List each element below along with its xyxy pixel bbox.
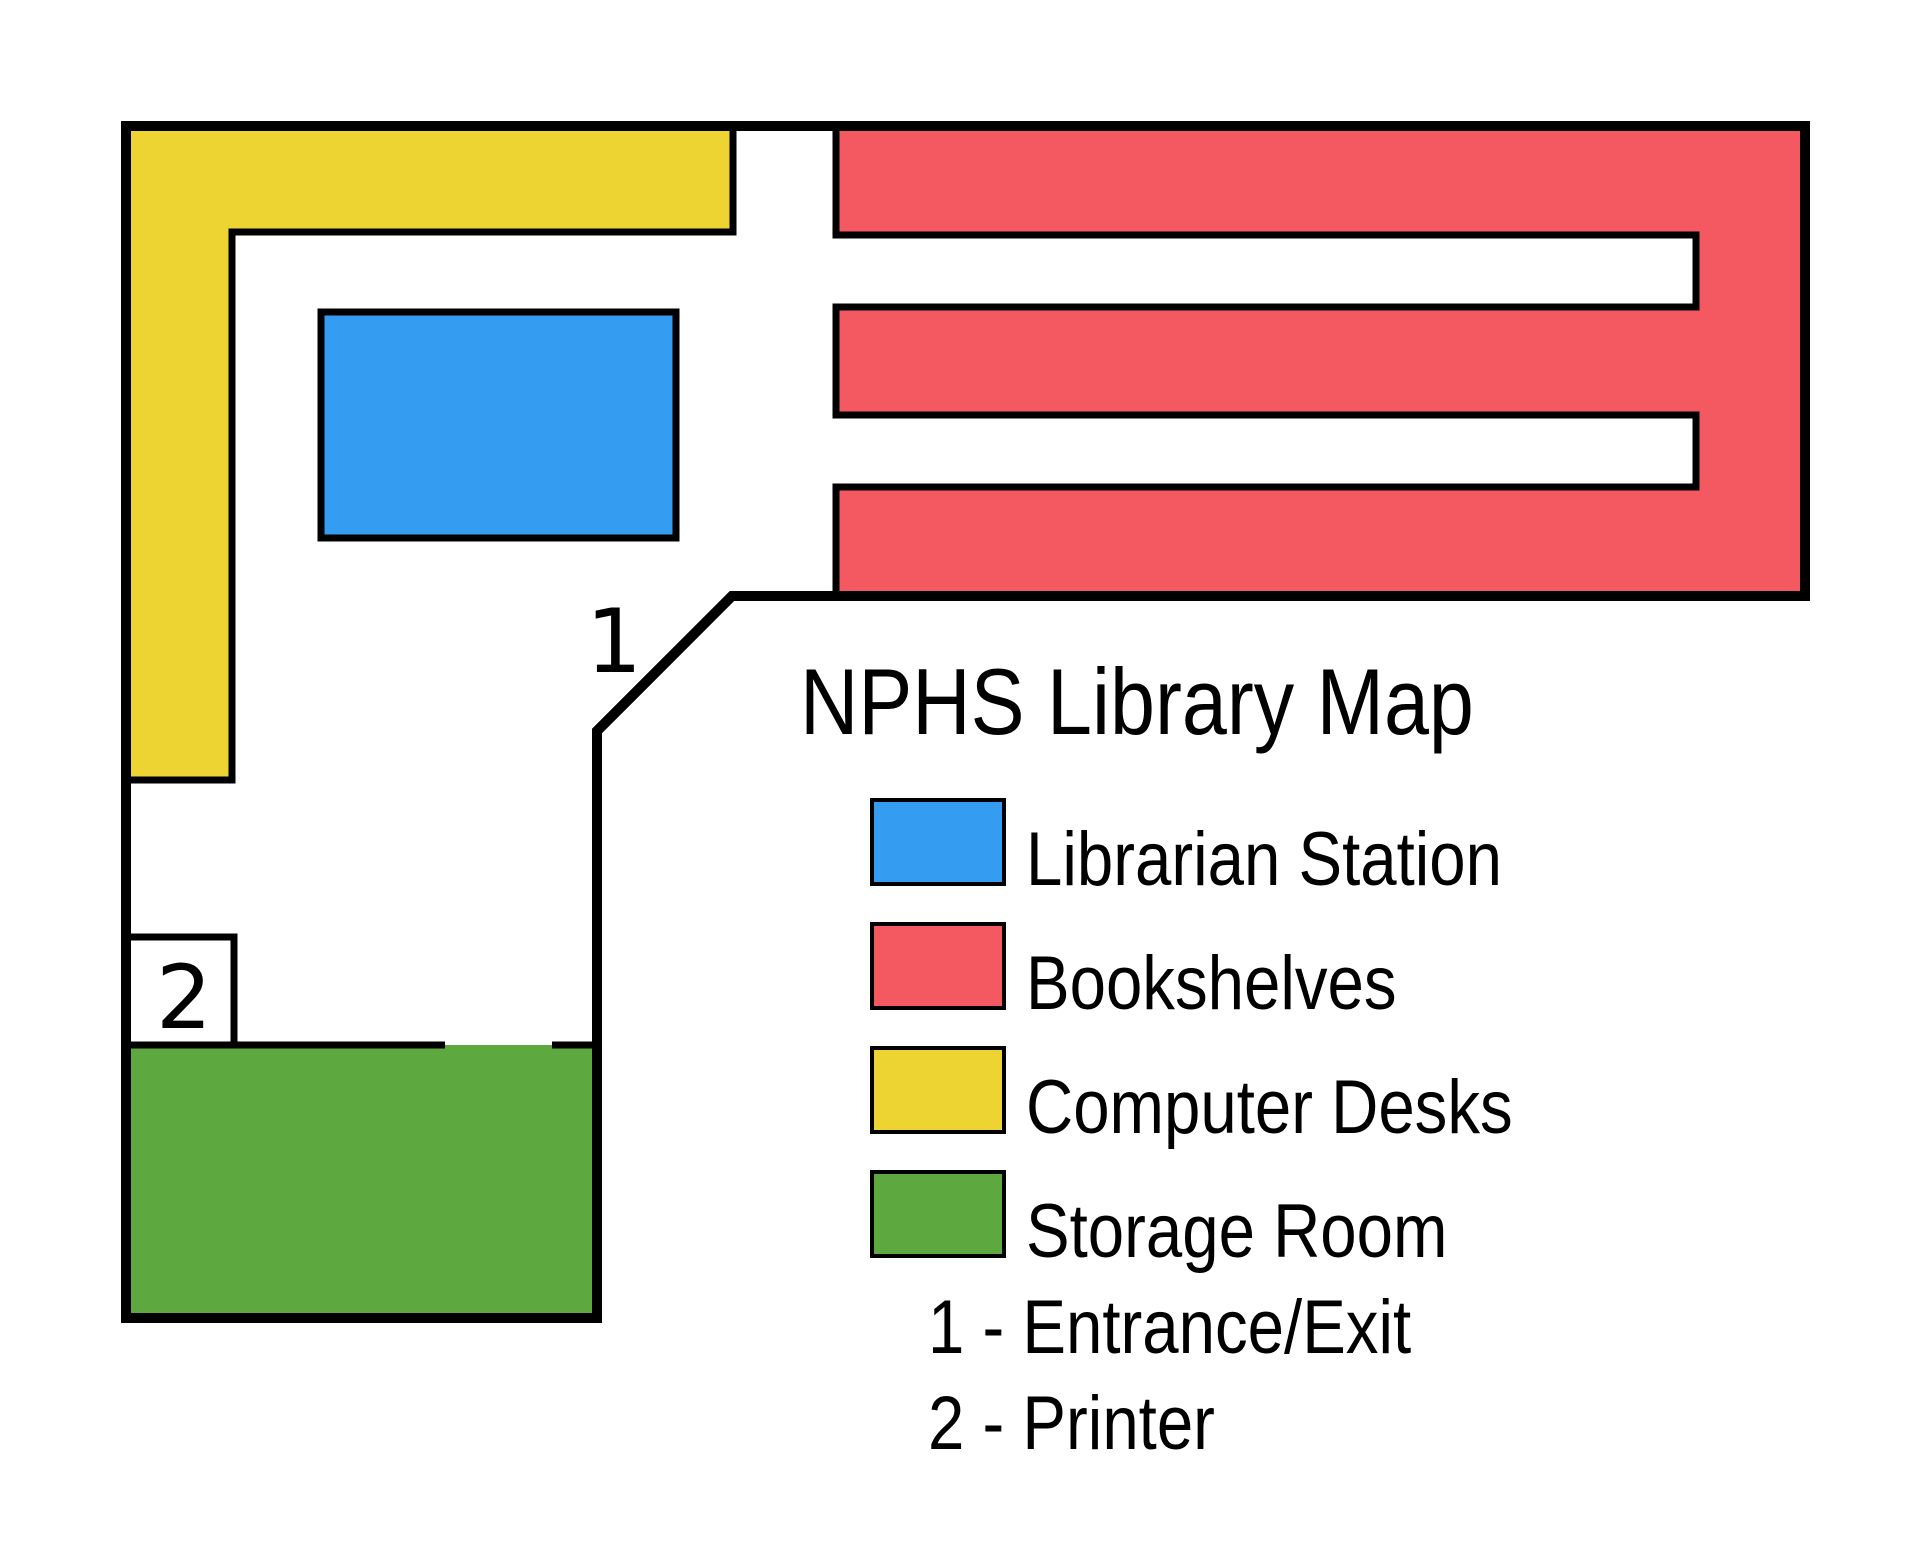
entrance-marker: 1 — [586, 590, 642, 693]
note-entrance-exit: 1 - Entrance/Exit — [928, 1285, 1412, 1370]
map-title: NPHS Library Map — [800, 649, 1474, 754]
storage-room-area — [126, 1045, 597, 1318]
map-notes: 1 - Entrance/Exit 2 - Printer — [928, 1284, 1490, 1476]
printer-marker: 2 — [156, 946, 212, 1049]
note-printer: 2 - Printer — [928, 1381, 1215, 1466]
legend-label-bookshelves: Bookshelves — [1026, 941, 1397, 1026]
legend-label-computer-desks: Computer Desks — [1026, 1065, 1513, 1150]
legend-swatch-computer-desks — [870, 1046, 1006, 1134]
bookshelves-area — [832, 122, 1809, 600]
librarian-station-area — [317, 308, 680, 542]
legend-label-librarian-station: Librarian Station — [1026, 817, 1502, 902]
legend-swatch-bookshelves — [870, 922, 1006, 1010]
legend-label-storage-room: Storage Room — [1026, 1189, 1448, 1274]
library-outer-wall — [121, 121, 1810, 1323]
printer-box — [122, 933, 238, 1049]
legend-swatch-librarian-station — [870, 798, 1006, 886]
legend-swatch-storage-room — [870, 1170, 1006, 1258]
